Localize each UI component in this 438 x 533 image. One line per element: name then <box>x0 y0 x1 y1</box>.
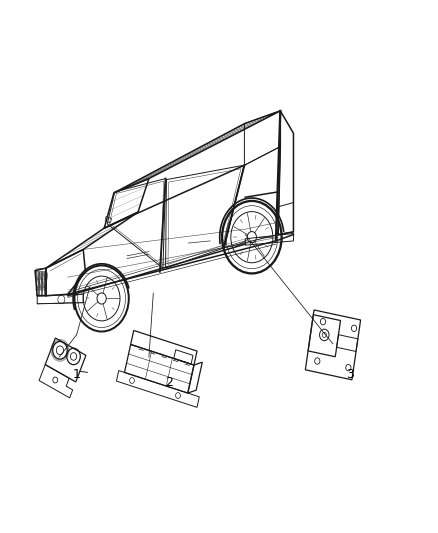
Text: 2: 2 <box>165 376 173 389</box>
Text: 1: 1 <box>73 368 81 381</box>
Text: 3: 3 <box>346 368 354 381</box>
